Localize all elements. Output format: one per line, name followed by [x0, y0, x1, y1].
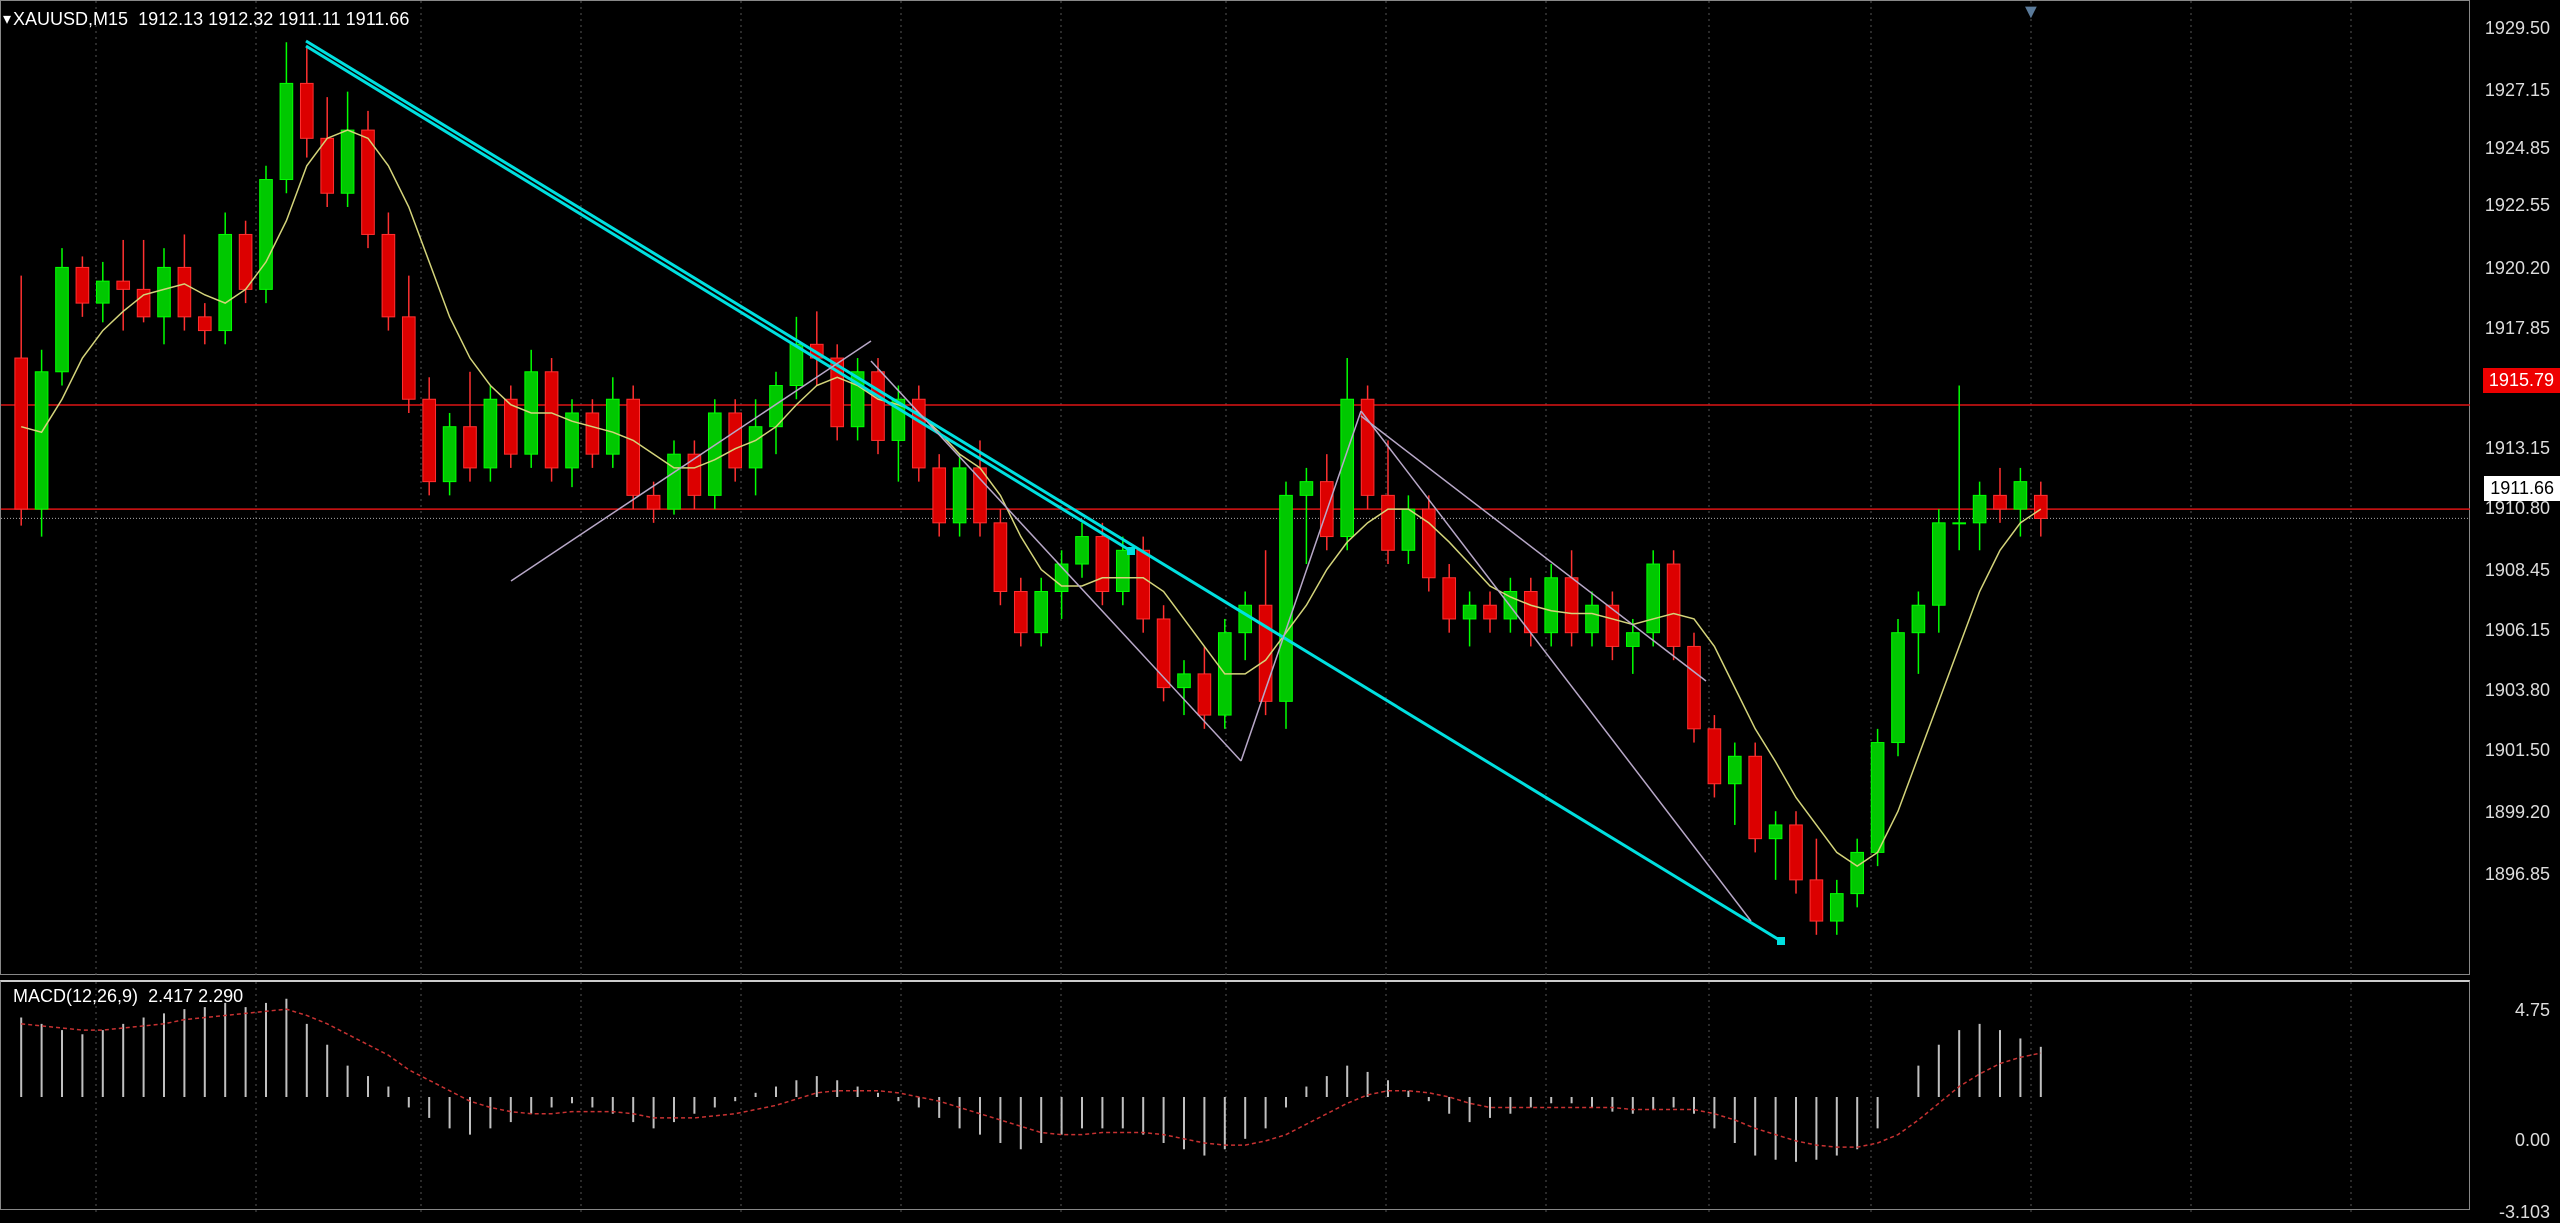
ohlc-high: 1912.32 — [208, 9, 273, 29]
chart-container: ▾ XAUUSD,M15 1912.13 1912.32 1911.11 191… — [0, 0, 2560, 1218]
y-axis-label: 1910.80 — [2485, 498, 2550, 519]
price-chart-panel[interactable]: ▾ XAUUSD,M15 1912.13 1912.32 1911.11 191… — [0, 0, 2470, 975]
y-axis-label: 1906.15 — [2485, 620, 2550, 641]
macd-main-value: 2.417 — [148, 986, 193, 1006]
timeframe-text: M15 — [93, 9, 128, 29]
price-chart-svg — [1, 1, 2471, 976]
symbol-text: XAUUSD — [13, 9, 88, 29]
macd-y-label: 0.00 — [2515, 1130, 2550, 1151]
y-axis-label: 1929.50 — [2485, 18, 2550, 39]
y-axis-label: 1922.55 — [2485, 195, 2550, 216]
ohlc-close: 1911.66 — [346, 9, 410, 29]
y-axis-label: 1896.85 — [2485, 864, 2550, 885]
macd-label: MACD(12,26,9) 2.417 2.290 — [13, 986, 243, 1007]
macd-svg — [1, 982, 2471, 1212]
y-axis-label: 1901.50 — [2485, 740, 2550, 761]
y-axis-label: 1903.80 — [2485, 680, 2550, 701]
y-axis-label: 1908.45 — [2485, 560, 2550, 581]
macd-y-label: -3.103 — [2499, 1202, 2550, 1223]
macd-panel[interactable]: MACD(12,26,9) 2.417 2.290 — [0, 980, 2470, 1210]
y-axis-label: 1927.15 — [2485, 80, 2550, 101]
y-axis-label: 1924.85 — [2485, 138, 2550, 159]
y-axis-label: 1899.20 — [2485, 802, 2550, 823]
symbol-ohlc-label: XAUUSD,M15 1912.13 1912.32 1911.11 1911.… — [13, 9, 409, 30]
chart-menu-dropdown-icon[interactable]: ▾ — [3, 9, 11, 29]
ohlc-low: 1911.11 — [278, 9, 340, 29]
price-y-axis: 1929.50 1927.15 1924.85 1922.55 1920.20 1917.… — [2470, 0, 2560, 1218]
macd-signal-value: 2.290 — [198, 986, 243, 1006]
ohlc-open: 1912.13 — [138, 9, 203, 29]
y-axis-label: 1917.85 — [2485, 318, 2550, 339]
y-axis-label: 1920.20 — [2485, 258, 2550, 279]
price-badge-red: 1915.79 — [2483, 368, 2560, 393]
macd-params: MACD(12,26,9) — [13, 986, 138, 1006]
chart-marker-icon: ▼ — [2021, 1, 2041, 24]
y-axis-label: 1913.15 — [2485, 438, 2550, 459]
macd-y-label: 4.75 — [2515, 1000, 2550, 1021]
